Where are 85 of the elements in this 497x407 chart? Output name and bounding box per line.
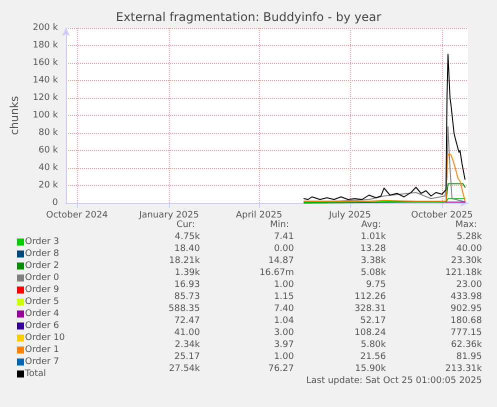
text: 40.00 — [456, 244, 482, 254]
y-tick-label: 80 k — [38, 128, 59, 138]
text: 5.80k — [360, 340, 387, 350]
text: 180.68 — [450, 316, 482, 326]
text: Last update: Sat Oct 25 01:00:05 2025 — [306, 376, 482, 386]
text: 18.21k — [169, 256, 201, 266]
text: 16.93 — [174, 280, 200, 290]
legend-label: Order 10 — [25, 333, 66, 343]
text: 902.95 — [450, 304, 482, 314]
text: 1.00 — [274, 280, 294, 290]
text: 81.95 — [456, 352, 482, 362]
text: 7.40 — [274, 304, 294, 314]
y-tick-label: 180 k — [32, 40, 59, 50]
text: 1.00 — [274, 352, 294, 362]
text: 112.26 — [354, 292, 386, 302]
text: Max: — [455, 220, 477, 230]
legend-label: Order 8 — [25, 249, 60, 259]
text: Cur: — [176, 220, 195, 230]
text: 3.00 — [274, 328, 294, 338]
y-tick-label: 60 k — [38, 146, 59, 156]
x-tick-label: October 2025 — [411, 210, 473, 220]
text: Avg: — [361, 220, 381, 230]
text: 23.30k — [451, 256, 483, 266]
text: 16.67m — [259, 268, 294, 278]
text: 328.31 — [354, 304, 386, 314]
text: 1.15 — [274, 292, 294, 302]
y-tick-label: 200 k — [32, 23, 59, 33]
text: 3.97 — [274, 340, 294, 350]
y-tick-label: 20 k — [38, 180, 59, 190]
y-axis-title: chunks — [8, 96, 21, 136]
text: 13.28 — [360, 244, 386, 254]
text: 27.54k — [169, 364, 201, 374]
text: 21.56 — [360, 352, 386, 362]
text: 588.35 — [168, 304, 200, 314]
text: 5.08k — [360, 268, 387, 278]
chart-title: External fragmentation: Buddyinfo - by year — [116, 10, 382, 24]
text: 9.75 — [366, 280, 386, 290]
text: 23.00 — [456, 280, 482, 290]
text: 7.41 — [274, 232, 294, 242]
legend-label: Order 0 — [25, 273, 60, 283]
text: 213.31k — [445, 364, 483, 374]
legend-label: Order 1 — [25, 345, 60, 355]
text: 777.15 — [450, 328, 482, 338]
legend-label: Total — [24, 369, 46, 379]
text: 18.40 — [174, 244, 200, 254]
legend-label: Order 6 — [25, 321, 60, 331]
text: 52.17 — [360, 316, 386, 326]
text: Min: — [270, 220, 289, 230]
text: 41.00 — [174, 328, 200, 338]
line-series — [304, 54, 466, 200]
x-tick-label: October 2024 — [46, 210, 108, 220]
text: 3.38k — [360, 256, 387, 266]
text: 108.24 — [354, 328, 386, 338]
text: 1.04 — [274, 316, 294, 326]
y-tick-label: 140 k — [32, 76, 59, 86]
text: 4.75k — [174, 232, 201, 242]
y-tick-label: 100 k — [32, 110, 59, 120]
text: 0.00 — [274, 244, 294, 254]
legend-label: Order 3 — [25, 237, 60, 247]
text: 15.90k — [355, 364, 387, 374]
x-tick-label: January 2025 — [138, 210, 199, 220]
y-tick-label: 160 k — [32, 58, 59, 68]
legend-label: Order 2 — [25, 261, 60, 271]
text: 72.47 — [174, 316, 200, 326]
text: 433.98 — [450, 292, 482, 302]
text: 1.39k — [174, 268, 201, 278]
legend-label: Order 4 — [25, 309, 60, 319]
y-tick-label: 120 k — [32, 93, 59, 103]
text: 62.36k — [451, 340, 483, 350]
text: 14.87 — [268, 256, 294, 266]
text: 85.73 — [174, 292, 200, 302]
line-series — [304, 183, 466, 204]
legend-label: Order 5 — [25, 297, 60, 307]
text: 25.17 — [174, 352, 200, 362]
text: 2.34k — [174, 340, 201, 350]
text: 121.18k — [445, 268, 483, 278]
text: 1.01k — [360, 232, 387, 242]
text: 76.27 — [268, 364, 294, 374]
text: 5.28k — [456, 232, 483, 242]
x-tick-label: July 2025 — [328, 210, 371, 220]
y-tick-label: 0 — [52, 198, 58, 208]
y-tick-label: 40 k — [38, 163, 59, 173]
legend-label: Order 7 — [25, 357, 60, 367]
x-tick-label: April 2025 — [236, 210, 282, 220]
legend-label: Order 9 — [25, 285, 60, 295]
